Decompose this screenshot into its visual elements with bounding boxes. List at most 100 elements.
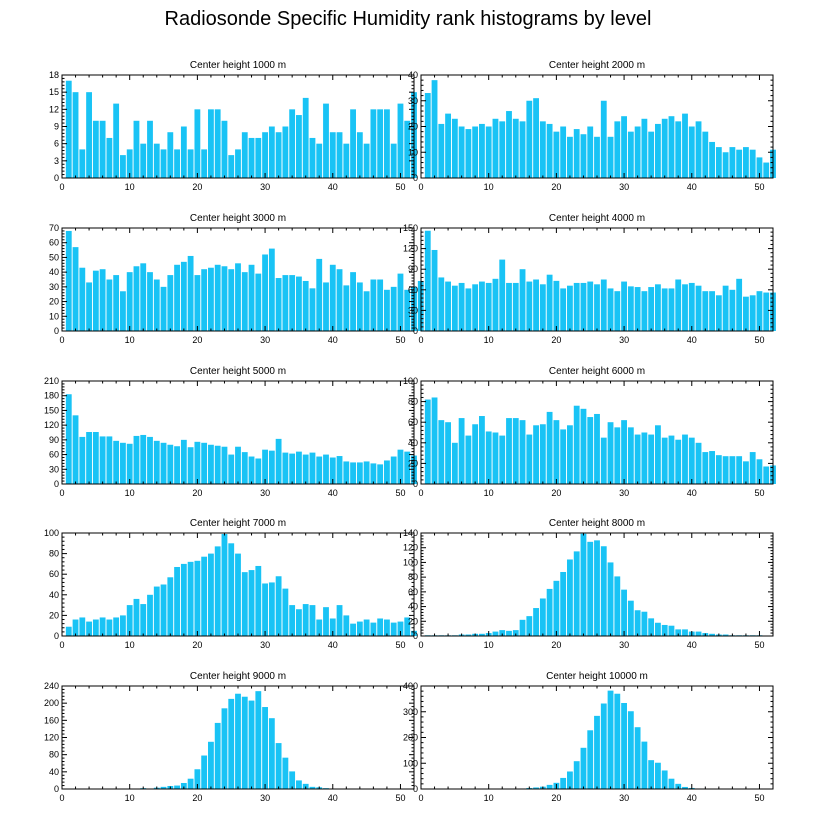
histogram-bar — [86, 432, 92, 484]
histogram-bar — [702, 131, 709, 178]
histogram-bar — [140, 604, 147, 636]
x-tick-label: 10 — [125, 182, 135, 192]
histogram-bar — [268, 718, 275, 789]
y-tick-label: 140 — [403, 528, 418, 538]
panel-5: Center height 5000 m 0 10 20 30 40 50 0 30 60 90 12… — [44, 366, 417, 498]
x-tick-label: 30 — [619, 182, 629, 192]
histogram-bar — [329, 457, 336, 484]
y-tick-label: 100 — [403, 557, 418, 567]
histogram-bar — [235, 263, 241, 331]
histogram-bar — [377, 618, 384, 636]
histogram-bar — [214, 445, 221, 484]
histogram-bar — [140, 434, 147, 484]
histogram-bar — [743, 461, 749, 484]
figure-title: Radiosonde Specific Humidity rank histog… — [164, 8, 652, 30]
histogram-bar — [627, 711, 634, 789]
histogram-bar — [228, 698, 235, 789]
x-tick-label: 20 — [551, 335, 561, 345]
histogram-bar — [709, 451, 715, 484]
histogram-bar — [661, 770, 668, 789]
histogram-bar — [343, 461, 350, 484]
histogram-bar — [235, 693, 241, 789]
x-tick-label: 50 — [754, 488, 764, 498]
histogram-bar — [404, 451, 411, 484]
histogram-bar — [221, 446, 228, 484]
histogram-bar — [262, 583, 268, 636]
histogram-bar — [282, 275, 289, 331]
histogram-bar — [255, 691, 262, 789]
histogram-bar — [424, 399, 431, 484]
histogram-bar — [539, 424, 546, 484]
histogram-bar — [268, 248, 275, 331]
panel-9: Center height 9000 m 0 10 20 30 40 50 0 40 80 120 1… — [44, 671, 415, 803]
histogram-bar — [343, 285, 350, 331]
histogram-bar — [451, 285, 458, 331]
histogram-bar — [316, 619, 323, 636]
histogram-bar — [600, 100, 607, 178]
histogram-bar — [92, 432, 99, 484]
y-tick-label: 40 — [408, 70, 418, 80]
histogram-bar — [194, 109, 201, 178]
histogram-bar — [187, 561, 194, 636]
histogram-bar — [289, 109, 296, 178]
histogram-bar — [201, 269, 208, 331]
x-tick-label: 50 — [395, 335, 405, 345]
y-tick-label: 80 — [408, 397, 418, 407]
histogram-bar — [289, 605, 296, 636]
x-tick-label: 40 — [328, 488, 338, 498]
histogram-bar — [682, 113, 688, 178]
histogram-bar — [607, 288, 614, 331]
histogram-bar — [499, 630, 506, 636]
histogram-bar — [458, 126, 465, 178]
histogram-bar — [309, 605, 316, 636]
histogram-bar — [296, 780, 302, 789]
panel-1: Center height 1000 m 0 10 20 30 40 50 0 3 6 9 12 15 1… — [49, 60, 417, 192]
histogram-bar — [479, 633, 485, 636]
histogram-bar — [350, 109, 356, 178]
x-tick-label: 40 — [328, 640, 338, 650]
histogram-bar — [479, 281, 485, 331]
histogram-bar — [268, 582, 275, 636]
histogram-bar — [722, 152, 729, 178]
histogram-bar — [241, 696, 248, 789]
histogram-bar — [296, 451, 302, 484]
y-tick-label: 0 — [54, 173, 59, 183]
histogram-bar — [275, 743, 282, 789]
histogram-bar — [248, 264, 255, 331]
histogram-bar — [208, 444, 214, 484]
histogram-bar — [438, 277, 445, 331]
histogram-bar — [329, 264, 336, 331]
histogram-bar — [336, 132, 343, 178]
histogram-bar — [675, 121, 682, 178]
panel-title: Center height 5000 m — [190, 366, 286, 377]
x-tick-label: 30 — [619, 793, 629, 803]
y-tick-label: 120 — [44, 733, 59, 743]
histogram-bar — [160, 286, 167, 331]
histogram-bar — [140, 143, 147, 178]
histogram-bar — [560, 429, 567, 484]
y-tick-label: 10 — [49, 311, 59, 321]
histogram-bar — [289, 771, 296, 789]
histogram-bar — [113, 275, 120, 331]
x-tick-label: 20 — [551, 640, 561, 650]
histogram-bar — [512, 282, 519, 331]
x-tick-label: 10 — [125, 640, 135, 650]
histogram-bar — [214, 546, 221, 636]
histogram-bar — [573, 551, 580, 636]
histogram-bar — [465, 129, 472, 178]
histogram-bar — [485, 282, 492, 331]
histogram-bar — [302, 783, 309, 789]
histogram-bar — [763, 292, 770, 331]
histogram-bar — [472, 126, 479, 178]
y-tick-label: 120 — [44, 420, 59, 430]
histogram-bar — [749, 452, 756, 484]
x-tick-label: 30 — [619, 640, 629, 650]
x-tick-label: 40 — [328, 182, 338, 192]
histogram-bar — [99, 120, 106, 178]
y-tick-label: 0 — [54, 479, 59, 489]
histogram-bar — [126, 149, 133, 178]
histogram-bar — [282, 452, 289, 484]
histogram-bar — [241, 272, 248, 331]
histogram-bar — [634, 727, 641, 789]
histogram-bar — [390, 143, 397, 178]
